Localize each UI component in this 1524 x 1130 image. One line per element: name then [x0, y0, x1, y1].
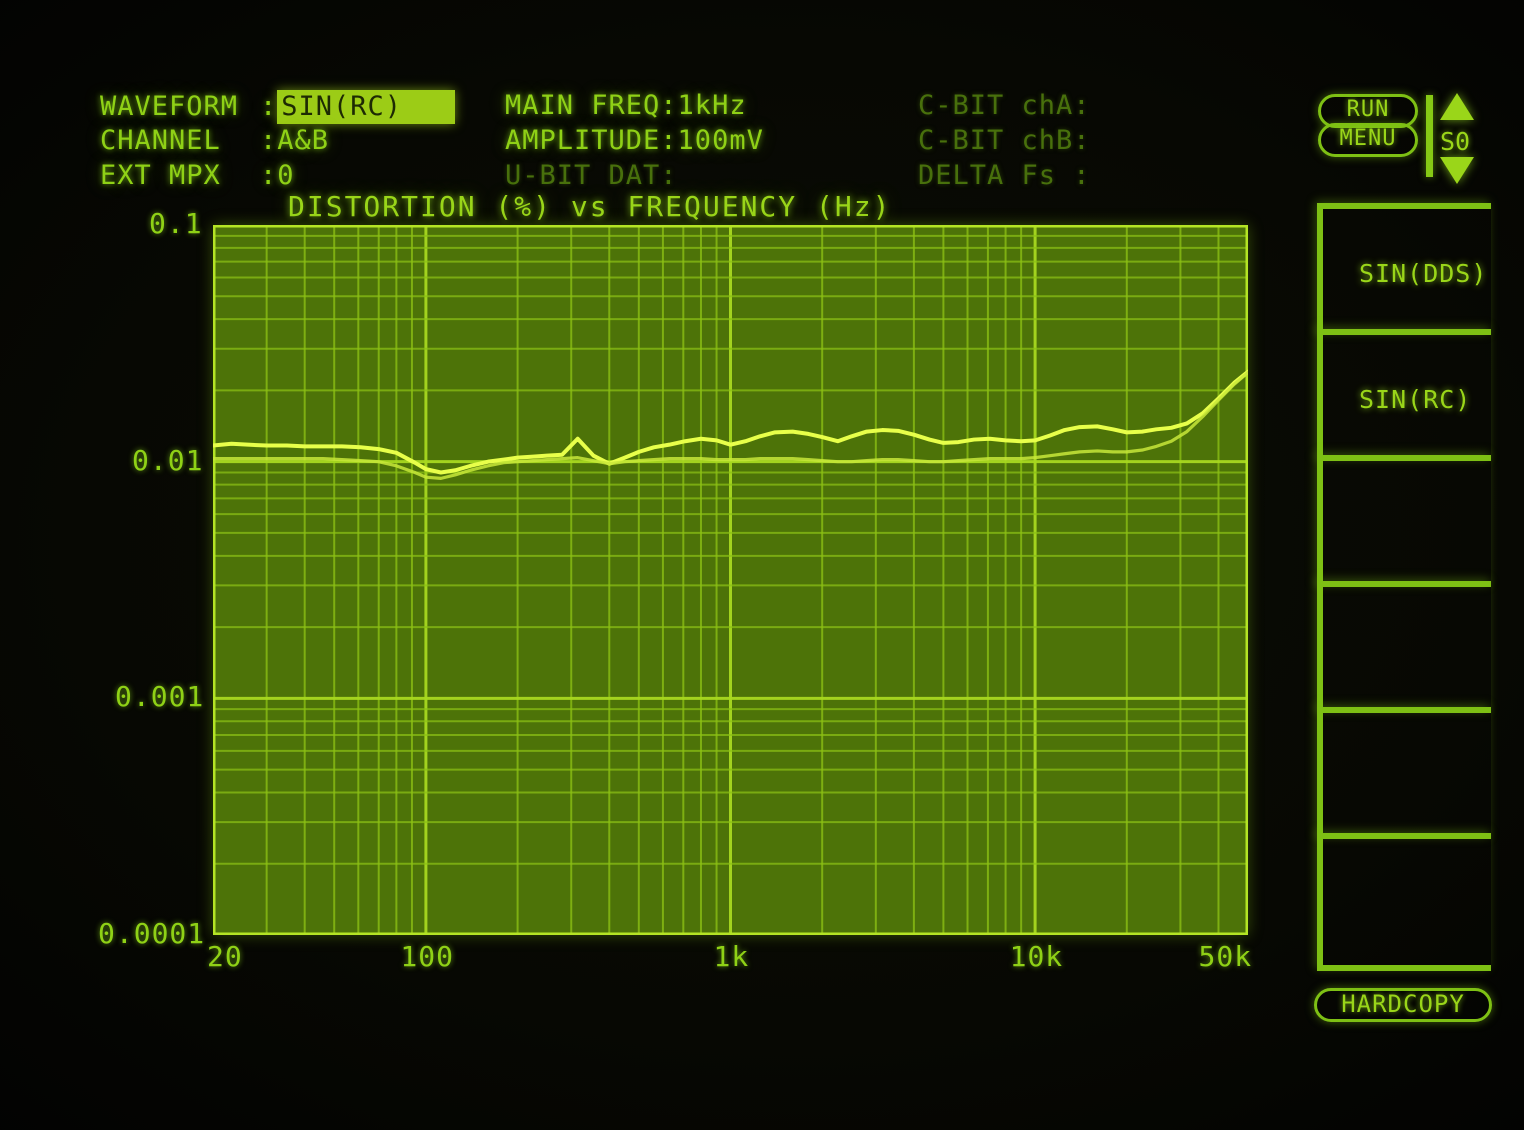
- x-tick-label-1: 100: [400, 940, 454, 973]
- softkey-panel: RUN MENU S0 SIN(DDS) SIN(RC) HARDCOPY: [1300, 85, 1500, 1035]
- grid-lines: [213, 225, 1248, 935]
- softkey-4[interactable]: [1317, 581, 1491, 713]
- run-button[interactable]: RUN: [1318, 94, 1418, 128]
- field-ext-mpx-sep: :: [260, 160, 278, 191]
- softkey-2-label: SIN(RC): [1359, 385, 1472, 414]
- x-tick-label-4: 50k: [1198, 940, 1253, 973]
- softkey-1-label: SIN(DDS): [1359, 259, 1488, 288]
- field-u-bit-dat[interactable]: U-BIT DAT:: [505, 160, 678, 191]
- field-channel[interactable]: CHANNEL :A&B: [100, 125, 329, 156]
- field-delta-fs[interactable]: DELTA Fs :: [918, 160, 1091, 191]
- field-ext-mpx-label: EXT MPX: [100, 160, 256, 191]
- trace-chB: [213, 370, 1248, 480]
- field-ext-mpx[interactable]: EXT MPX :0: [100, 160, 295, 191]
- softkey-3[interactable]: [1317, 455, 1491, 587]
- field-waveform-label: WAVEFORM: [100, 91, 256, 122]
- field-amplitude[interactable]: AMPLITUDE:100mV: [505, 125, 764, 156]
- hardcopy-button[interactable]: HARDCOPY: [1314, 988, 1492, 1022]
- x-tick-label-0: 20: [207, 940, 243, 973]
- field-channel-label: CHANNEL: [100, 125, 256, 156]
- softkey-2[interactable]: SIN(RC): [1317, 329, 1491, 461]
- softkey-5[interactable]: [1317, 707, 1491, 839]
- x-tick-label-2: 1k: [713, 940, 750, 973]
- y-tick-label-3: 0.0001: [98, 917, 206, 950]
- field-waveform[interactable]: WAVEFORM : SIN(RC): [100, 90, 456, 124]
- triangle-down-icon[interactable]: [1440, 157, 1474, 184]
- plot-border: [213, 225, 1248, 935]
- y-tick-label-1: 0.01: [132, 443, 204, 477]
- field-c-bit-cha[interactable]: C-BIT chA:: [918, 90, 1091, 121]
- scale-bar-icon: [1426, 95, 1433, 177]
- scale-indicator-label: S0: [1440, 127, 1471, 156]
- field-waveform-value[interactable]: SIN(RC): [277, 90, 456, 124]
- chart-title: DISTORTION (%) vs FREQUENCY (Hz): [288, 190, 892, 223]
- y-tick-label-2: 0.001: [115, 680, 205, 714]
- x-tick-label-3: 10k: [1009, 940, 1064, 973]
- triangle-up-icon[interactable]: [1440, 93, 1474, 120]
- softkey-1[interactable]: SIN(DDS): [1317, 203, 1491, 335]
- field-waveform-sep: :: [260, 91, 278, 122]
- trace-group: [213, 369, 1248, 480]
- trace-chA: [213, 369, 1248, 475]
- plot-svg: [213, 225, 1248, 935]
- field-channel-value[interactable]: A&B: [277, 125, 330, 156]
- y-tick-label-0: 0.1: [149, 207, 203, 240]
- chart-plot-area[interactable]: [213, 225, 1248, 935]
- plot-canvas: [213, 225, 1248, 935]
- field-ext-mpx-value[interactable]: 0: [277, 160, 295, 191]
- field-main-freq[interactable]: MAIN FREQ:1kHz: [505, 90, 747, 121]
- menu-button[interactable]: MENU: [1318, 123, 1418, 157]
- field-c-bit-chb[interactable]: C-BIT chB:: [918, 125, 1091, 156]
- field-channel-sep: :: [260, 125, 278, 156]
- softkey-6[interactable]: [1317, 833, 1491, 971]
